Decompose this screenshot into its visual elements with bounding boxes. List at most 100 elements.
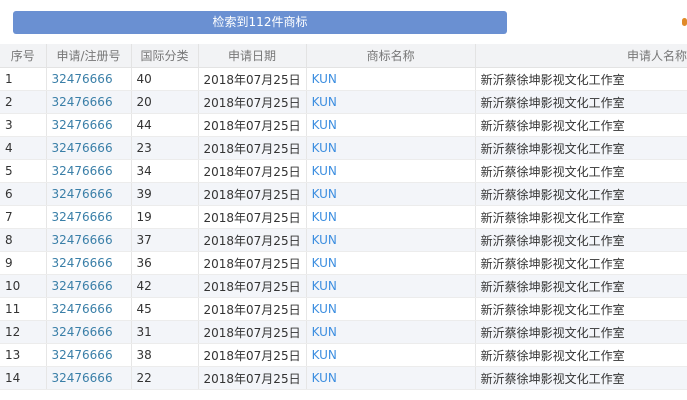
cell-class: 40 [131,67,199,91]
cell-trademark[interactable]: KUN [306,274,476,298]
cell-reg-no[interactable]: 32476666 [46,297,132,321]
cell-applicant: 新沂蔡徐坤影视文化工作室 [475,251,687,275]
cell-index: 10 [0,274,47,298]
cell-class: 19 [131,205,199,229]
cell-index: 2 [0,90,47,114]
cell-class: 34 [131,159,199,183]
cell-date: 2018年07月25日 [198,320,307,344]
table-row: 6 32476666 39 2018年07月25日 KUN 新沂蔡徐坤影视文化工作室 [0,182,687,206]
cell-class: 36 [131,251,199,275]
cell-index: 7 [0,205,47,229]
cell-date: 2018年07月25日 [198,90,307,114]
table-row: 14 32476666 22 2018年07月25日 KUN 新沂蔡徐坤影视文化工作室 [0,366,687,390]
cell-reg-no[interactable]: 32476666 [46,90,132,114]
cell-reg-no[interactable]: 32476666 [46,136,132,160]
cell-date: 2018年07月25日 [198,251,307,275]
cell-index: 6 [0,182,47,206]
table-row: 12 32476666 31 2018年07月25日 KUN 新沂蔡徐坤影视文化工作室 [0,320,687,344]
col-header-applicant: 申请人名称 [475,44,687,68]
cell-reg-no[interactable]: 32476666 [46,343,132,367]
cell-class: 31 [131,320,199,344]
cell-class: 38 [131,343,199,367]
cell-class: 39 [131,182,199,206]
cell-applicant: 新沂蔡徐坤影视文化工作室 [475,182,687,206]
cell-class: 23 [131,136,199,160]
table-row: 5 32476666 34 2018年07月25日 KUN 新沂蔡徐坤影视文化工作室 [0,159,687,183]
cell-applicant: 新沂蔡徐坤影视文化工作室 [475,113,687,137]
cell-date: 2018年07月25日 [198,343,307,367]
table-row: 10 32476666 42 2018年07月25日 KUN 新沂蔡徐坤影视文化工作室 [0,274,687,298]
cell-reg-no[interactable]: 32476666 [46,228,132,252]
search-result-banner: 检索到112件商标 [13,11,507,34]
cell-applicant: 新沂蔡徐坤影视文化工作室 [475,366,687,390]
cell-trademark[interactable]: KUN [306,67,476,91]
cell-date: 2018年07月25日 [198,205,307,229]
cell-applicant: 新沂蔡徐坤影视文化工作室 [475,90,687,114]
cell-index: 3 [0,113,47,137]
cell-trademark[interactable]: KUN [306,205,476,229]
cell-trademark[interactable]: KUN [306,366,476,390]
cell-reg-no[interactable]: 32476666 [46,366,132,390]
cell-reg-no[interactable]: 32476666 [46,251,132,275]
cell-class: 44 [131,113,199,137]
cell-class: 37 [131,228,199,252]
table-row: 2 32476666 20 2018年07月25日 KUN 新沂蔡徐坤影视文化工作室 [0,90,687,114]
cell-reg-no[interactable]: 32476666 [46,67,132,91]
cell-index: 14 [0,366,47,390]
cell-index: 13 [0,343,47,367]
cell-applicant: 新沂蔡徐坤影视文化工作室 [475,297,687,321]
cell-reg-no[interactable]: 32476666 [46,274,132,298]
table-row: 7 32476666 19 2018年07月25日 KUN 新沂蔡徐坤影视文化工作室 [0,205,687,229]
cell-date: 2018年07月25日 [198,274,307,298]
cell-reg-no[interactable]: 32476666 [46,159,132,183]
table-row: 13 32476666 38 2018年07月25日 KUN 新沂蔡徐坤影视文化工作室 [0,343,687,367]
cell-date: 2018年07月25日 [198,228,307,252]
cell-index: 4 [0,136,47,160]
cell-index: 9 [0,251,47,275]
col-header-trademark: 商标名称 [306,44,476,68]
table-row: 3 32476666 44 2018年07月25日 KUN 新沂蔡徐坤影视文化工作室 [0,113,687,137]
col-header-reg-no: 申请/注册号 [46,44,132,68]
col-header-index: 序号 [0,44,47,68]
cell-index: 8 [0,228,47,252]
table-header-row: 序号 申请/注册号 国际分类 申请日期 商标名称 申请人名称 [0,44,687,68]
cell-reg-no[interactable]: 32476666 [46,113,132,137]
cell-trademark[interactable]: KUN [306,113,476,137]
table-row: 9 32476666 36 2018年07月25日 KUN 新沂蔡徐坤影视文化工作室 [0,251,687,275]
cell-date: 2018年07月25日 [198,67,307,91]
cell-date: 2018年07月25日 [198,182,307,206]
cell-date: 2018年07月25日 [198,159,307,183]
table-row: 4 32476666 23 2018年07月25日 KUN 新沂蔡徐坤影视文化工作室 [0,136,687,160]
table-row: 8 32476666 37 2018年07月25日 KUN 新沂蔡徐坤影视文化工作室 [0,228,687,252]
cell-applicant: 新沂蔡徐坤影视文化工作室 [475,343,687,367]
cell-trademark[interactable]: KUN [306,136,476,160]
cell-trademark[interactable]: KUN [306,297,476,321]
cell-reg-no[interactable]: 32476666 [46,320,132,344]
col-header-date: 申请日期 [198,44,307,68]
cell-trademark[interactable]: KUN [306,90,476,114]
cell-class: 20 [131,90,199,114]
cell-class: 42 [131,274,199,298]
cell-date: 2018年07月25日 [198,297,307,321]
cell-index: 11 [0,297,47,321]
cell-index: 5 [0,159,47,183]
cell-trademark[interactable]: KUN [306,320,476,344]
cell-trademark[interactable]: KUN [306,343,476,367]
cell-index: 12 [0,320,47,344]
cell-trademark[interactable]: KUN [306,251,476,275]
cell-trademark[interactable]: KUN [306,182,476,206]
cell-applicant: 新沂蔡徐坤影视文化工作室 [475,136,687,160]
cell-applicant: 新沂蔡徐坤影视文化工作室 [475,67,687,91]
table-row: 1 32476666 40 2018年07月25日 KUN 新沂蔡徐坤影视文化工作室 [0,67,687,91]
orange-marker-icon [682,18,687,26]
cell-class: 22 [131,366,199,390]
cell-reg-no[interactable]: 32476666 [46,205,132,229]
cell-applicant: 新沂蔡徐坤影视文化工作室 [475,159,687,183]
cell-reg-no[interactable]: 32476666 [46,182,132,206]
cell-trademark[interactable]: KUN [306,159,476,183]
cell-applicant: 新沂蔡徐坤影视文化工作室 [475,320,687,344]
cell-applicant: 新沂蔡徐坤影视文化工作室 [475,228,687,252]
cell-trademark[interactable]: KUN [306,228,476,252]
cell-index: 1 [0,67,47,91]
cell-date: 2018年07月25日 [198,366,307,390]
